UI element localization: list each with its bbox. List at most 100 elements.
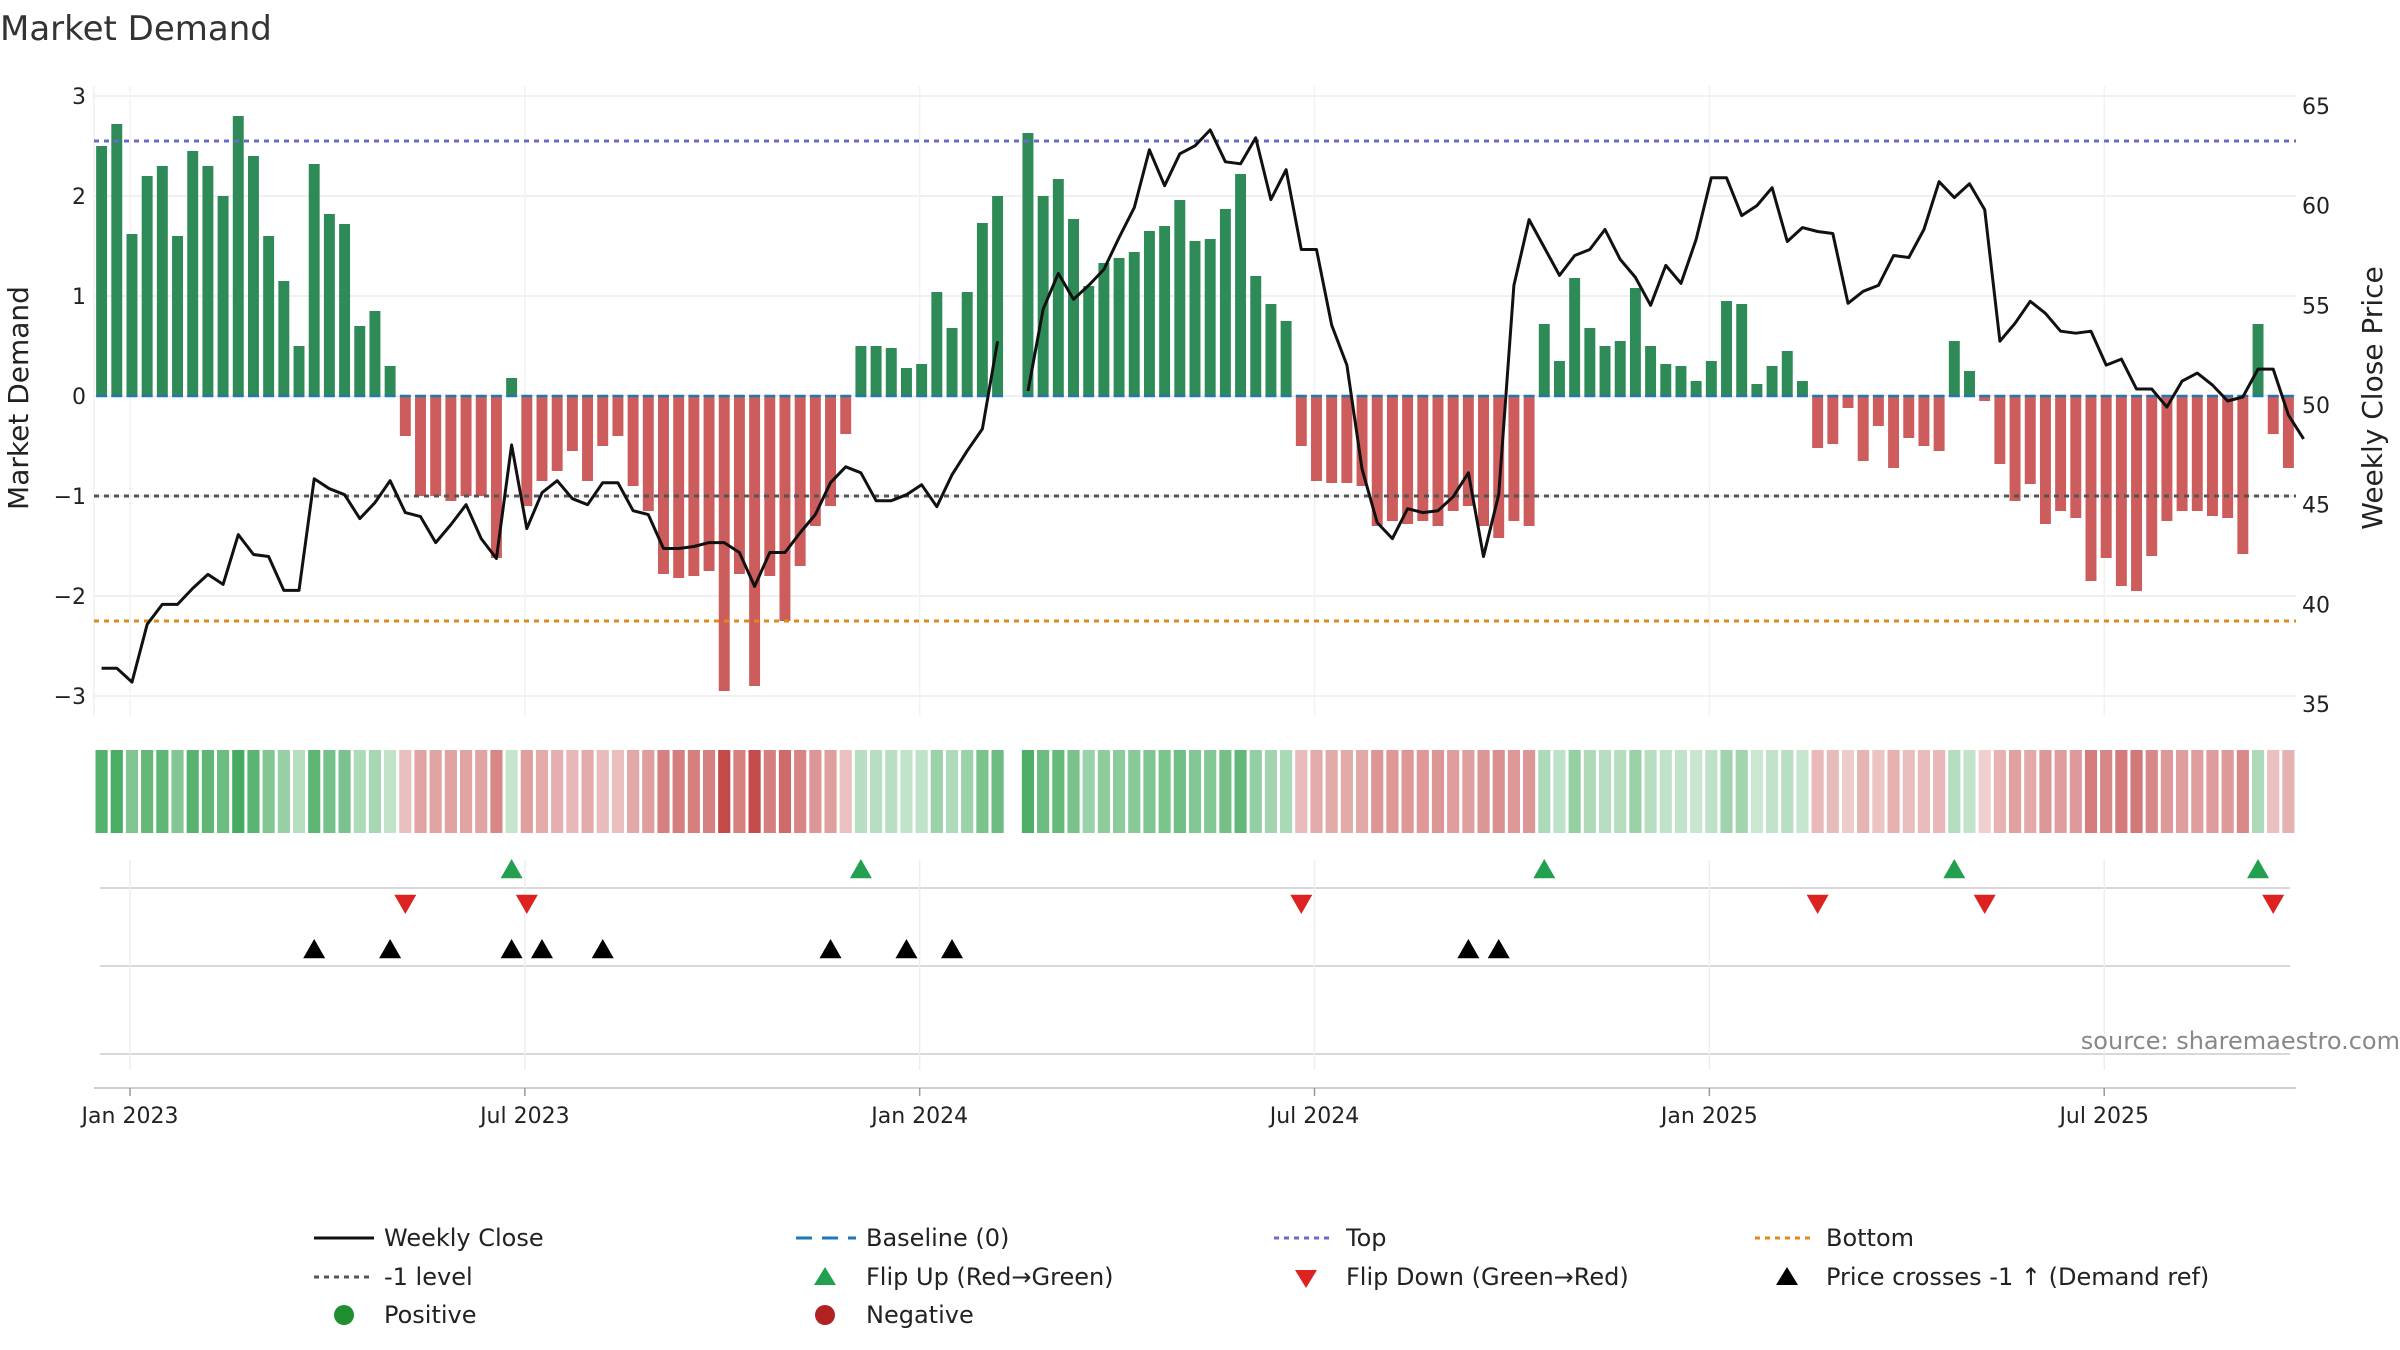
heat-cell-0 <box>95 750 108 833</box>
demand-bar-1 <box>111 124 123 396</box>
x-tick-label-0: Jan 2023 <box>80 1104 179 1129</box>
event-markers <box>303 859 2285 959</box>
heat-cell-58 <box>976 750 989 833</box>
legend-minus-one-label: -1 level <box>384 1263 473 1291</box>
demand-bar-84 <box>1371 396 1383 526</box>
heat-cell-62 <box>1037 750 1050 833</box>
demand-bar-10 <box>247 156 259 396</box>
demand-bar-113 <box>1812 396 1824 448</box>
demand-bar-79 <box>1295 396 1307 446</box>
heat-cell-85 <box>1386 750 1399 833</box>
heat-cell-61 <box>1021 750 1035 833</box>
demand-bar-9 <box>232 116 244 396</box>
heat-cell-26 <box>490 750 503 833</box>
legend-negative-label: Negative <box>866 1301 974 1329</box>
heat-cell-96 <box>1553 750 1566 833</box>
heat-cell-119 <box>1902 750 1915 833</box>
heat-cell-2 <box>125 750 139 833</box>
demand-bar-92 <box>1493 396 1505 538</box>
demand-bar-21 <box>415 396 426 496</box>
heat-cell-127 <box>2024 750 2037 833</box>
flip-up-marker-50 <box>849 859 872 879</box>
weekly-close-line-0 <box>101 340 1000 684</box>
heat-cell-9 <box>232 750 245 833</box>
heat-cell-11 <box>262 750 275 833</box>
heat-cell-67 <box>1112 750 1126 833</box>
flip-down-marker-143 <box>2262 894 2285 914</box>
y2-tick-label-1: 60 <box>2302 195 2330 220</box>
demand-bar-126 <box>2009 396 2021 501</box>
y-tick-label-6: −3 <box>54 685 86 710</box>
demand-bar-6 <box>187 151 199 396</box>
demand-bar-15 <box>323 214 335 396</box>
demand-bar-68 <box>1128 252 1140 396</box>
demand-bar-114 <box>1827 396 1839 444</box>
demand-bar-27 <box>506 378 518 396</box>
y2-tick-label-2: 55 <box>2302 294 2330 319</box>
demand-bar-136 <box>2161 396 2173 521</box>
heat-cell-82 <box>1340 750 1353 833</box>
demand-bar-139 <box>2207 396 2218 516</box>
heat-cell-87 <box>1416 750 1429 833</box>
chart-legend: Weekly Close Baseline (0) Top Bottom -1 … <box>314 1224 2209 1329</box>
heat-cell-97 <box>1568 750 1581 833</box>
heat-cell-106 <box>1705 750 1718 833</box>
heat-cell-52 <box>885 750 898 833</box>
weekly-close-series <box>101 128 2305 684</box>
demand-bar-56 <box>946 328 958 396</box>
legend-baseline-label: Baseline (0) <box>866 1224 1009 1252</box>
demand-bar-53 <box>900 368 912 396</box>
y2-tick-label-0: 65 <box>2302 95 2330 120</box>
heat-cell-110 <box>1766 750 1779 833</box>
demand-bar-51 <box>870 346 882 396</box>
heat-cell-48 <box>824 750 837 833</box>
heat-cell-84 <box>1371 750 1384 833</box>
y-tick-label-5: −2 <box>54 585 86 610</box>
legend-top: Top <box>1274 1224 1387 1252</box>
demand-bar-138 <box>2191 396 2203 511</box>
legend-weekly-close: Weekly Close <box>314 1224 544 1252</box>
demand-bar-69 <box>1143 231 1155 396</box>
demand-bar-105 <box>1690 381 1702 396</box>
heat-cell-47 <box>809 750 822 833</box>
y2-tick-label-6: 35 <box>2302 693 2330 718</box>
demand-bar-26 <box>490 396 502 558</box>
heat-cell-22 <box>429 750 442 833</box>
heat-cell-80 <box>1310 750 1323 833</box>
heat-cell-30 <box>551 750 564 833</box>
demand-bar-8 <box>217 196 229 396</box>
heat-cell-139 <box>2206 750 2219 833</box>
demand-bar-111 <box>1781 351 1793 396</box>
legend-positive: Positive <box>334 1301 477 1329</box>
heat-cell-117 <box>1872 750 1885 833</box>
heat-cell-100 <box>1614 750 1627 833</box>
demand-bar-49 <box>840 396 852 434</box>
demand-bar-82 <box>1341 396 1353 483</box>
price-cross-marker-90 <box>1457 939 1480 959</box>
demand-bar-54 <box>916 364 928 396</box>
price-cross-marker-14 <box>303 939 326 959</box>
demand-bar-30 <box>551 396 563 471</box>
heat-cell-42 <box>733 750 746 833</box>
demand-bar-39 <box>688 396 700 576</box>
demand-bar-72 <box>1189 241 1201 396</box>
heat-cell-99 <box>1598 750 1612 833</box>
heat-cell-65 <box>1082 750 1095 833</box>
price-cross-marker-53 <box>895 939 918 959</box>
heat-cell-144 <box>2282 750 2295 833</box>
demand-bar-103 <box>1660 364 1672 396</box>
price-cross-marker-33 <box>591 939 614 959</box>
demand-bar-112 <box>1796 381 1808 396</box>
heat-cell-83 <box>1355 750 1369 833</box>
demand-bar-42 <box>733 396 745 574</box>
heat-cell-105 <box>1690 750 1703 833</box>
heat-cell-113 <box>1811 750 1824 833</box>
y2-tick-label-3: 50 <box>2302 394 2330 419</box>
demand-bar-125 <box>1994 396 2006 464</box>
axes-layer: 3 2 1 0 −1 −2 −3 65 60 55 50 45 40 35 Jan 2023 Jul 2023… <box>54 85 2330 1129</box>
x-tick-label-1: Jul 2023 <box>478 1104 570 1129</box>
heat-cell-14 <box>308 750 321 833</box>
heat-cell-130 <box>2069 750 2082 833</box>
heat-cell-77 <box>1264 750 1278 833</box>
heat-cell-54 <box>915 750 928 833</box>
